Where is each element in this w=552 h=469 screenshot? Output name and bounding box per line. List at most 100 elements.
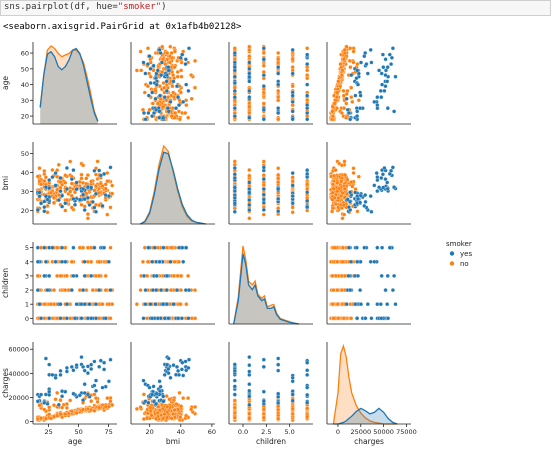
point-yes bbox=[146, 400, 151, 405]
panel-bmi-vs-age bbox=[32, 142, 117, 225]
point-no bbox=[247, 167, 252, 173]
point-no bbox=[179, 68, 184, 73]
point-yes bbox=[39, 316, 44, 321]
point-no bbox=[81, 407, 86, 412]
x-tick-label: 25 bbox=[44, 428, 52, 436]
point-yes bbox=[53, 171, 58, 176]
point-yes bbox=[166, 65, 171, 70]
point-no bbox=[105, 396, 110, 401]
point-yes bbox=[232, 106, 237, 111]
point-yes bbox=[385, 180, 390, 185]
point-yes bbox=[385, 273, 390, 278]
point-yes bbox=[276, 368, 281, 373]
point-yes bbox=[148, 80, 153, 86]
point-no bbox=[84, 176, 89, 181]
point-no bbox=[106, 302, 111, 307]
point-yes bbox=[372, 99, 377, 104]
point-yes bbox=[82, 368, 87, 373]
point-yes bbox=[154, 82, 159, 87]
point-no bbox=[37, 166, 42, 171]
point-no bbox=[110, 191, 115, 196]
point-yes bbox=[261, 165, 266, 170]
point-no bbox=[247, 54, 252, 59]
point-no bbox=[58, 398, 63, 403]
point-no bbox=[138, 288, 143, 293]
point-no bbox=[134, 68, 139, 73]
point-no bbox=[335, 288, 340, 293]
panel-bmi-vs-bmi bbox=[130, 142, 215, 225]
point-no bbox=[261, 50, 266, 56]
point-yes bbox=[232, 392, 237, 397]
point-no bbox=[333, 168, 338, 173]
point-yes bbox=[232, 165, 237, 171]
point-yes bbox=[56, 198, 61, 203]
point-yes bbox=[157, 93, 163, 98]
point-no bbox=[261, 159, 266, 164]
point-yes bbox=[154, 273, 159, 278]
point-no bbox=[79, 202, 84, 207]
point-yes bbox=[164, 302, 169, 307]
point-yes bbox=[71, 391, 76, 396]
point-yes bbox=[290, 194, 295, 199]
point-yes bbox=[382, 88, 387, 93]
point-no bbox=[79, 176, 84, 181]
point-no bbox=[97, 259, 102, 264]
point-yes bbox=[290, 201, 295, 206]
point-no bbox=[341, 203, 346, 208]
point-yes bbox=[180, 245, 185, 250]
point-yes bbox=[60, 259, 65, 264]
point-yes bbox=[161, 399, 166, 404]
point-yes bbox=[181, 99, 186, 104]
panel-children-vs-children bbox=[228, 242, 313, 325]
point-yes bbox=[377, 68, 382, 73]
x-axis-label-age: age bbox=[68, 437, 82, 446]
point-yes bbox=[378, 88, 383, 93]
point-no bbox=[58, 185, 63, 190]
legend: smoker yes no bbox=[446, 240, 472, 268]
x-tick-label: 0.0 bbox=[238, 428, 248, 436]
point-yes bbox=[97, 288, 102, 293]
point-yes bbox=[344, 96, 349, 101]
point-yes bbox=[377, 185, 382, 190]
point-yes bbox=[186, 365, 191, 370]
point-no bbox=[172, 65, 177, 70]
point-no bbox=[334, 106, 339, 111]
point-no bbox=[43, 175, 48, 180]
point-no bbox=[347, 58, 352, 63]
point-yes bbox=[82, 273, 87, 278]
code-input-cell[interactable]: sns.pairplot(df, hue="smoker") bbox=[0, 0, 551, 16]
y-tick-label: 0 bbox=[25, 418, 29, 426]
point-no bbox=[305, 414, 310, 419]
point-no bbox=[342, 159, 347, 164]
point-yes bbox=[346, 273, 351, 278]
point-no bbox=[232, 159, 237, 164]
point-yes bbox=[58, 189, 63, 194]
point-yes bbox=[81, 398, 86, 403]
point-yes bbox=[380, 172, 385, 177]
point-yes bbox=[387, 171, 392, 176]
y-tick-label: 60 bbox=[21, 50, 29, 58]
point-no bbox=[43, 416, 48, 421]
point-yes bbox=[179, 367, 184, 372]
y-tick-label: 2 bbox=[25, 287, 29, 295]
point-yes bbox=[93, 191, 99, 196]
point-yes bbox=[365, 71, 370, 76]
point-yes bbox=[390, 288, 395, 293]
point-yes bbox=[379, 273, 384, 278]
point-yes bbox=[63, 201, 68, 206]
point-yes bbox=[43, 194, 48, 199]
point-yes bbox=[85, 392, 90, 397]
point-yes bbox=[102, 360, 107, 365]
point-no bbox=[341, 93, 346, 98]
point-yes bbox=[93, 302, 99, 307]
point-no bbox=[351, 170, 356, 176]
point-no bbox=[138, 405, 143, 410]
point-yes bbox=[143, 117, 148, 122]
point-yes bbox=[290, 183, 295, 188]
point-no bbox=[47, 405, 52, 410]
point-yes bbox=[383, 68, 389, 73]
point-yes bbox=[232, 185, 237, 190]
y-tick-label: 3 bbox=[25, 272, 29, 280]
point-yes bbox=[157, 47, 162, 52]
